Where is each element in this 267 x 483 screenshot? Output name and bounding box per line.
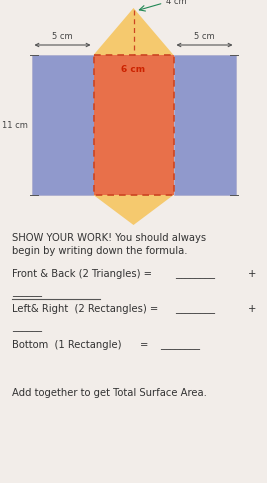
Text: +: + xyxy=(248,304,256,314)
Polygon shape xyxy=(93,8,174,55)
Text: 6 cm: 6 cm xyxy=(121,65,146,74)
Text: =: = xyxy=(140,340,148,350)
Text: begin by writing down the formula.: begin by writing down the formula. xyxy=(12,246,187,256)
Text: Left& Right  (2 Rectangles) =: Left& Right (2 Rectangles) = xyxy=(12,304,158,314)
Text: ______: ______ xyxy=(12,322,42,332)
Text: ________: ________ xyxy=(175,269,215,279)
Bar xyxy=(32,55,93,195)
Polygon shape xyxy=(93,195,174,225)
Text: ________: ________ xyxy=(175,304,215,314)
Bar xyxy=(93,55,174,195)
Text: Front & Back (2 Triangles) =: Front & Back (2 Triangles) = xyxy=(12,269,152,279)
Text: 5 cm: 5 cm xyxy=(194,32,215,41)
Bar xyxy=(174,55,235,195)
Bar xyxy=(93,55,174,195)
Text: Bottom  (1 Rectangle): Bottom (1 Rectangle) xyxy=(12,340,121,350)
Text: ________: ________ xyxy=(160,340,200,350)
Text: Add together to get Total Surface Area.: Add together to get Total Surface Area. xyxy=(12,388,207,398)
Text: SHOW YOUR WORK! You should always: SHOW YOUR WORK! You should always xyxy=(12,233,206,243)
Text: 4 cm: 4 cm xyxy=(167,0,187,6)
Text: 11 cm: 11 cm xyxy=(2,120,28,129)
Text: ______: ______ xyxy=(12,287,42,297)
Text: +: + xyxy=(248,269,256,279)
Text: 5 cm: 5 cm xyxy=(52,32,73,41)
